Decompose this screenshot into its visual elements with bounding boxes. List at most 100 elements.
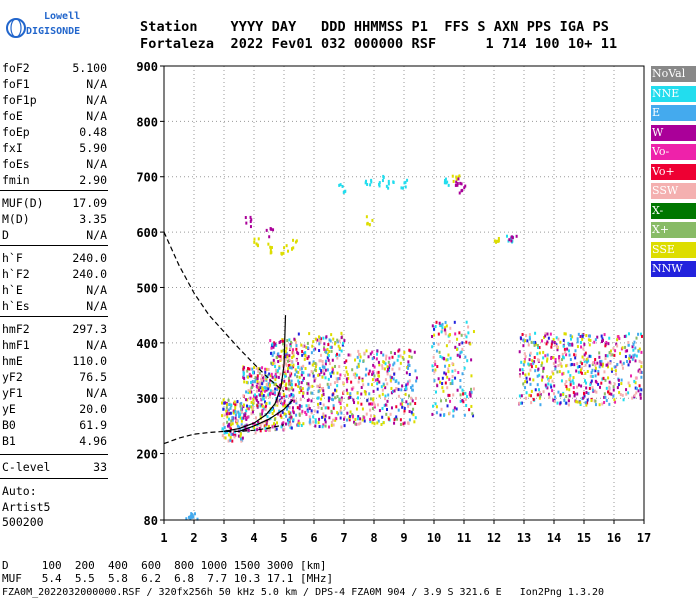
echo-point-nne [370,180,373,184]
echo-point [536,352,539,356]
echo-point [407,380,410,384]
echo-point [637,332,640,336]
echo-point [472,330,475,334]
echo-point [246,369,249,373]
echo-point [635,336,638,340]
param-row-16: hmF1 N/A [2,337,107,353]
echo-point [304,367,307,371]
echo-point [262,394,265,398]
echo-point [267,393,270,397]
echo-point [223,430,226,434]
echo-point [616,344,619,348]
echo-point [281,339,284,343]
echo-point [381,364,384,368]
echo-point [357,422,360,426]
echo-point [289,346,292,350]
echo-point [574,349,577,353]
echo-point [405,371,408,375]
echo-point [281,364,284,368]
echo-point [338,377,341,381]
echo-point [358,353,361,357]
echo-point [598,351,601,355]
echo-point [283,401,286,405]
echo-point [633,379,636,383]
echo-point [576,385,579,389]
echo-point [233,435,236,439]
echo-point [240,410,243,414]
echo-point [583,359,586,363]
echo-point [546,357,549,361]
echo-point [237,412,240,416]
param-row-18: yF2 76.5 [2,369,107,385]
echo-point [330,397,333,401]
echo-point [275,421,278,425]
echo-point [382,353,385,357]
echo-point [248,374,251,378]
footer-distance-row: D 100 200 400 600 800 1000 1500 3000 [km… [2,559,327,572]
y-tick-label: 800 [136,115,158,129]
echo-point-nne [381,179,384,183]
echo-point [565,387,568,391]
echo-point [371,378,374,382]
echo-point [626,360,629,364]
echo-point [261,382,264,386]
echo-point-sse [495,239,498,243]
echo-point [292,409,295,413]
echo-point [293,399,296,403]
echo-point [362,383,365,387]
echo-point [227,408,230,412]
param-separator [0,316,108,317]
echo-point [434,325,437,329]
echo-point [554,360,557,364]
echo-point [302,378,305,382]
echo-point [550,342,553,346]
echo-point [319,340,322,344]
echo-point [378,380,381,384]
echo-point [239,413,242,417]
echo-point [245,390,248,394]
echo-point [393,389,396,393]
echo-point [365,367,368,371]
param-value: N/A [86,338,107,352]
echo-point [337,340,340,344]
echo-point [534,340,537,344]
echo-point [324,359,327,363]
echo-point [339,406,342,410]
echo-point [336,384,339,388]
param-key: yF1 [2,386,23,400]
echo-point [318,359,321,363]
echo-point [530,365,533,369]
echo-point [283,394,286,398]
echo-point [283,368,286,372]
echo-point [542,350,545,354]
echo-point [289,366,292,370]
echo-point [534,331,537,335]
echo-point [275,427,278,431]
echo-point [538,346,541,350]
echo-point [464,355,467,359]
echo-point [236,422,239,426]
echo-point [399,422,402,426]
param-key: h`E [2,283,23,297]
echo-point [231,432,234,436]
echo-point [327,406,330,410]
echo-point [332,418,335,422]
echo-point [265,395,268,399]
echo-point [408,379,411,383]
echo-point [249,396,252,400]
echo-point [320,397,323,401]
echo-point [302,376,305,380]
echo-point [331,370,334,374]
echo-point [606,354,609,358]
echo-point [363,419,366,423]
echo-point [451,382,454,386]
echo-point [552,362,555,366]
echo-point [581,355,584,359]
echo-point [369,414,372,418]
echo-point [602,376,605,380]
echo-point [242,394,245,398]
echo-point [612,388,615,392]
echo-point [458,342,461,346]
echo-point [528,333,531,337]
echo-point [449,356,452,360]
